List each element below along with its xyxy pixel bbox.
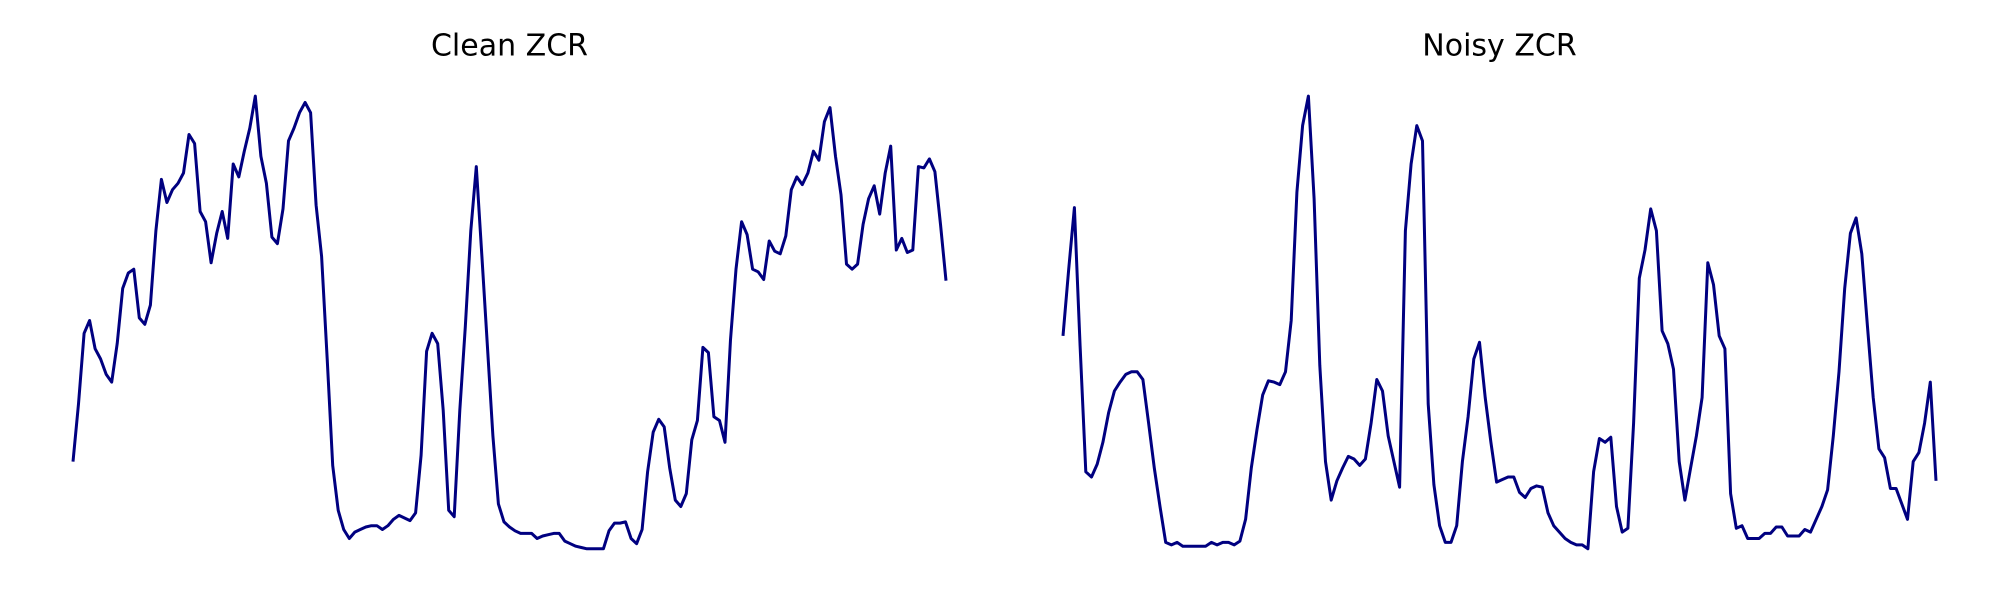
chart-title: Noisy ZCR [1422, 29, 1576, 64]
zcr-line [1061, 94, 1938, 551]
chart-title: Clean ZCR [431, 29, 588, 64]
zcr-line [71, 94, 948, 551]
